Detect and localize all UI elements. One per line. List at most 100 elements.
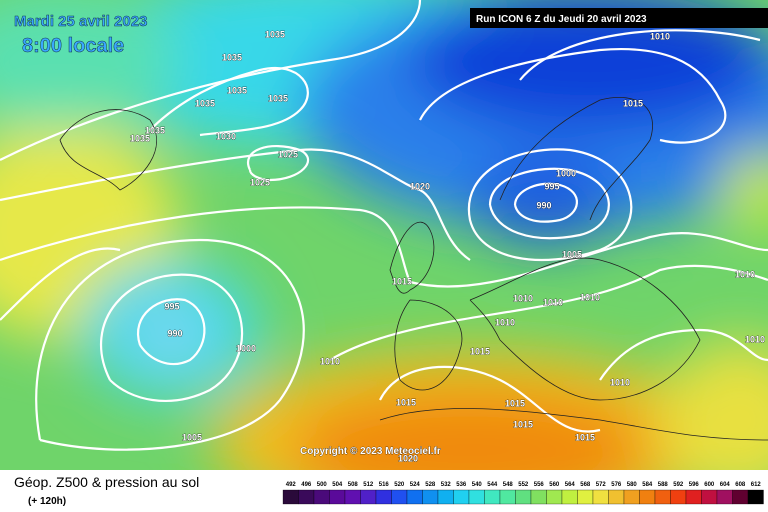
scale-label: 492: [286, 482, 297, 488]
scale-label: 500: [317, 482, 328, 488]
scale-label: 524: [410, 482, 421, 488]
isobar-label: 1005: [562, 249, 582, 259]
footer-title: Géop. Z500 & pression au sol: [14, 474, 199, 490]
isobar-label: 1015: [623, 98, 643, 108]
scale-swatch: [670, 489, 687, 505]
color-scale: 492 496 500 504 508 512 516 520 524 528 532 536 540 5…: [282, 482, 764, 505]
isobar-label: 1020: [410, 181, 430, 191]
scale-swatch: [422, 489, 439, 505]
scale-swatch: [453, 489, 470, 505]
scale-label: 548: [503, 482, 514, 488]
isobar-label: 1015: [396, 397, 416, 407]
isobar-label: 995: [544, 181, 559, 191]
isobar-label: 1010: [745, 334, 765, 344]
scale-label: 600: [704, 482, 715, 488]
isobar-label: 1035: [222, 52, 242, 62]
scale-label: 556: [534, 482, 545, 488]
scale-swatch: [329, 489, 346, 505]
scale-label: 520: [394, 482, 405, 488]
isobar-label: 1035: [227, 85, 247, 95]
scale-swatch: [716, 489, 733, 505]
isobar-label: 1015: [470, 346, 490, 356]
isobar-label: 990: [167, 328, 182, 338]
isobar-label: 1000: [556, 168, 576, 178]
scale-label: 528: [425, 482, 436, 488]
scale-label: 612: [751, 482, 762, 488]
scale-label: 512: [363, 482, 374, 488]
isobar-label: 1010: [543, 297, 563, 307]
scale-label: 580: [627, 482, 638, 488]
scale-swatch: [375, 489, 392, 505]
date-label: Mardi 25 avril 2023: [14, 13, 147, 30]
isobar-label: 1010: [610, 377, 630, 387]
isobar-label: 1035: [145, 125, 165, 135]
coastlines: [59, 97, 768, 441]
isobar-label: 1015: [575, 432, 595, 442]
scale-swatch: [530, 489, 547, 505]
scale-label: 608: [735, 482, 746, 488]
scale-swatch: [639, 489, 656, 505]
scale-swatch: [499, 489, 516, 505]
scale-swatch: [468, 489, 485, 505]
isobar-label: 1035: [130, 133, 150, 143]
isobar-label: 1025: [278, 149, 298, 159]
scale-swatch: [608, 489, 625, 505]
scale-swatch: [654, 489, 671, 505]
scale-label: 536: [456, 482, 467, 488]
time-label: 8:00 locale: [22, 35, 124, 57]
isobar-label: 1010: [735, 269, 755, 279]
isobar-label: 995: [164, 301, 179, 311]
scale-label: 560: [549, 482, 560, 488]
scale-swatch: [313, 489, 330, 505]
scale-swatch: [437, 489, 454, 505]
scale-swatch: [561, 489, 578, 505]
scale-label: 588: [658, 482, 669, 488]
scale-swatch: [344, 489, 361, 505]
scale-label: 592: [673, 482, 684, 488]
scale-label: 564: [565, 482, 576, 488]
scale-label: 604: [720, 482, 731, 488]
scale-swatch: [484, 489, 501, 505]
scale-swatch: [685, 489, 702, 505]
isobar-label: 1015: [505, 398, 525, 408]
isobar-label: 1010: [650, 31, 670, 41]
isobar-label: 1000: [236, 343, 256, 353]
isobar-label: 1010: [495, 317, 515, 327]
isobar-label: 1010: [513, 293, 533, 303]
scale-label: 572: [596, 482, 607, 488]
scale-label: 516: [379, 482, 390, 488]
isobar-label: 1010: [320, 356, 340, 366]
scale-swatch: [546, 489, 563, 505]
isobar-label: 1025: [250, 177, 270, 187]
run-banner: [470, 8, 768, 28]
scale-swatch: [282, 489, 299, 505]
scale-swatch: [701, 489, 718, 505]
scale-swatch: [577, 489, 594, 505]
scale-label: 532: [441, 482, 452, 488]
scale-label: 552: [518, 482, 529, 488]
scale-swatch: [623, 489, 640, 505]
scale-swatch: [515, 489, 532, 505]
isobar-label: 1015: [392, 276, 412, 286]
scale-label: 568: [580, 482, 591, 488]
isobar-label: 1015: [513, 419, 533, 429]
scale-swatch: [747, 489, 764, 505]
scale-label: 584: [642, 482, 653, 488]
scale-label: 540: [472, 482, 483, 488]
isobar-label: 1030: [216, 131, 236, 141]
scale-label: 544: [487, 482, 498, 488]
scale-swatch: [360, 489, 377, 505]
footer-lead: (+ 120h): [28, 496, 66, 507]
scale-swatch: [406, 489, 423, 505]
scale-swatch: [592, 489, 609, 505]
scale-label: 596: [689, 482, 700, 488]
scale-label: 508: [348, 482, 359, 488]
isobar-label: 1020: [398, 453, 418, 463]
scale-label: 576: [611, 482, 622, 488]
scale-swatch: [391, 489, 408, 505]
isobar-label: 1035: [195, 98, 215, 108]
